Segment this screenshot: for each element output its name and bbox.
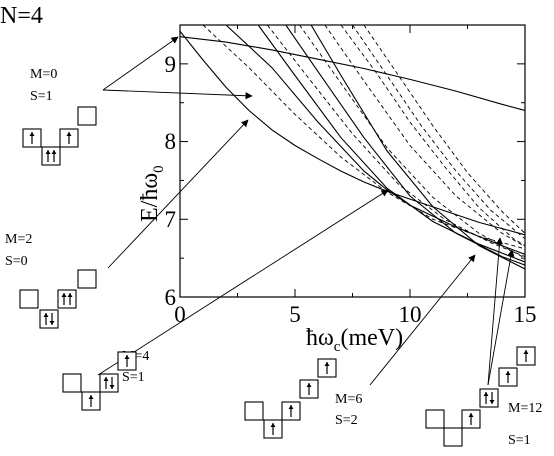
- series-solid-5: [310, 25, 525, 270]
- annotation-m12: M=12 S=1: [508, 401, 542, 448]
- annotation-arrows: [97, 36, 515, 386]
- series-solid-1: [180, 30, 525, 236]
- svg-text:M=6: M=6: [335, 392, 362, 407]
- arrow-m0b: [102, 89, 253, 100]
- series-solid-2: [225, 25, 525, 255]
- x-tick-label-10: 10: [399, 302, 422, 327]
- svg-text:M=2: M=2: [5, 232, 32, 247]
- occupancy-diagram-0: [22, 106, 97, 166]
- x-tick-label-5: 5: [289, 302, 301, 327]
- series-dashed-10: [340, 25, 525, 247]
- svg-text:S=1: S=1: [122, 370, 145, 385]
- curves: [180, 25, 525, 270]
- annotation-m6: M=6 S=2: [335, 392, 362, 428]
- x-tick-label-0: 0: [174, 302, 186, 327]
- series-solid-0: [180, 36, 525, 112]
- axis-ticks: [179, 24, 526, 298]
- svg-text:S=2: S=2: [335, 413, 358, 428]
- occupancy-diagram-2: [62, 351, 137, 411]
- series-dashed-9: [324, 25, 525, 247]
- series-dashed-7: [267, 25, 525, 258]
- arrow-m6: [369, 254, 476, 386]
- y-tick-label-6: 6: [165, 285, 177, 310]
- y-tick-label-8: 8: [165, 129, 177, 154]
- series-dashed-6: [202, 25, 525, 250]
- annotation-m0: M=0 S=1: [30, 67, 57, 104]
- svg-text:S=0: S=0: [5, 254, 28, 269]
- arrow-m12b: [487, 249, 515, 386]
- arrow-m12: [487, 237, 504, 386]
- series-dashed-11: [352, 25, 525, 240]
- occupancy-diagram-1: [19, 269, 97, 329]
- series-dashed-8: [299, 25, 525, 259]
- svg-text:S=1: S=1: [508, 433, 531, 448]
- occupancy-diagram-4: [425, 346, 536, 447]
- svg-text:M=0: M=0: [30, 67, 57, 82]
- occupancy-diagram-3: [244, 358, 337, 439]
- y-tick-label-9: 9: [165, 52, 177, 77]
- x-tick-label-15: 15: [514, 302, 537, 327]
- arrow-m0: [102, 36, 179, 91]
- x-axis-title: ħωc(meV): [306, 325, 403, 355]
- series-solid-3: [257, 25, 525, 263]
- y-tick-label-7: 7: [165, 207, 177, 232]
- series-solid-4: [285, 25, 525, 266]
- arrow-m4: [97, 189, 389, 376]
- occupancy-diagrams: [19, 106, 536, 447]
- y-axis-title: E/ħω0: [137, 165, 167, 222]
- annotation-m2: M=2 S=0: [5, 232, 32, 269]
- series-dashed-12: [363, 25, 525, 234]
- n-label: N=4: [0, 3, 43, 29]
- arrow-m2: [107, 119, 249, 269]
- svg-text:S=1: S=1: [30, 89, 53, 104]
- svg-text:M=12: M=12: [508, 401, 542, 416]
